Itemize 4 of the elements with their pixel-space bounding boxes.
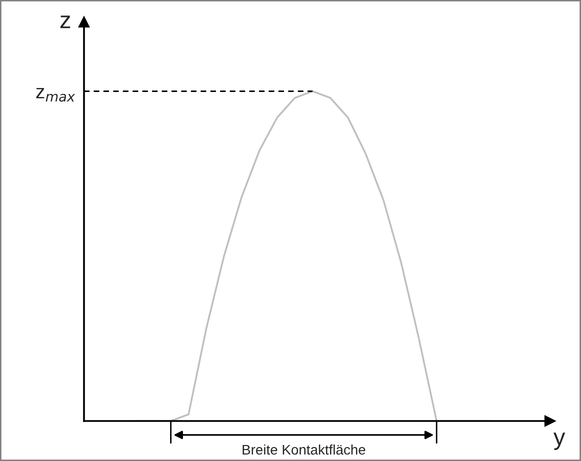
ref-line-label: z$_{max}$ [36,88,76,102]
y-axis-title: z [60,16,70,28]
text: Breite Kontaktfläche [242,444,366,455]
x-axis-title: y [553,432,566,450]
